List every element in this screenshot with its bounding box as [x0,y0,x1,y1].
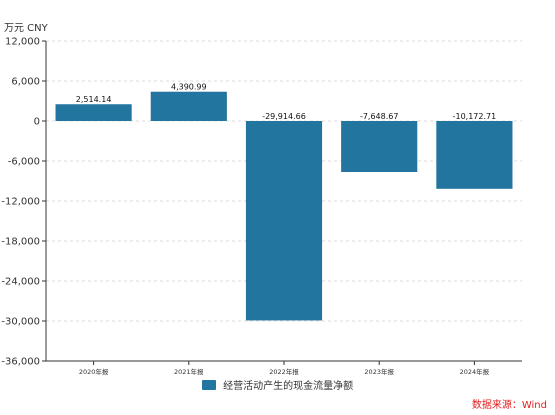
legend-swatch [201,380,216,390]
y-tick-label: -12,000 [1,197,40,208]
y-axis-unit-label: 万元 CNY [4,23,48,34]
labels: 12,000 6,000 0 -6,000 -12,000 -18,000 -24,000 -… [1,37,496,377]
y-tick-label: -18,000 [1,237,40,248]
bar[interactable] [245,121,323,321]
bar-value-label: 4,390.99 [171,83,207,92]
axes [42,40,522,365]
legend-label: 经营活动产生的现金流量净额 [223,381,354,392]
x-tick-label: 2024年报 [460,367,490,376]
y-tick-label: 0 [34,117,40,128]
y-tick-label: -30,000 [1,317,40,328]
x-tick-label: 2022年报 [269,367,299,376]
bar-value-label: 2,514.14 [76,95,112,104]
y-tick-label: -24,000 [1,277,40,288]
bar[interactable] [436,121,513,189]
bar-value-label: -29,914.66 [262,112,306,121]
bars [55,91,513,321]
legend[interactable]: 经营活动产生的现金流量净额 [0,377,555,392]
y-tick-label: -6,000 [8,157,40,168]
y-tick-label: 12,000 [5,37,40,48]
bar[interactable] [55,104,132,121]
bar[interactable] [150,91,227,121]
bar-value-label: -10,172.71 [453,112,497,121]
y-tick-label: 6,000 [11,77,40,88]
bar-value-label: -7,648.67 [360,112,399,121]
bar[interactable] [341,121,418,172]
x-tick-label: 2020年报 [79,367,109,376]
data-source-label: 数据来源：Wind [471,400,547,411]
y-tick-label: -36,000 [1,357,40,368]
x-tick-label: 2021年报 [174,367,204,376]
x-tick-label: 2023年报 [364,367,394,376]
